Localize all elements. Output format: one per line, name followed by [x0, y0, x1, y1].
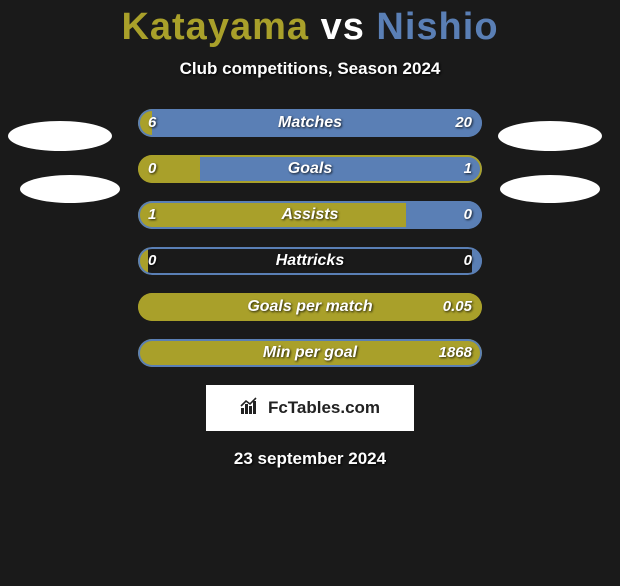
stat-row: Assists1 0 [138, 201, 482, 229]
decorative-ellipse [8, 121, 112, 151]
title-player1: Katayama [121, 6, 309, 48]
stat-label: Matches [138, 109, 482, 137]
stat-label: Assists [138, 201, 482, 229]
decorative-ellipse [498, 121, 602, 151]
stat-value-right: 20 [455, 109, 472, 137]
stat-label: Min per goal [138, 339, 482, 367]
subtitle: Club competitions, Season 2024 [0, 59, 620, 79]
stat-value-left: 6 [148, 109, 156, 137]
footer-badge: FcTables.com [206, 385, 414, 431]
stat-value-right: 0 [464, 247, 472, 275]
barchart-icon [240, 396, 262, 421]
decorative-ellipse [500, 175, 600, 203]
stat-value-right: 1868 [439, 339, 472, 367]
stat-label: Goals per match [138, 293, 482, 321]
stats-area: Matches620Goals01Assists10Hattricks00Goa… [0, 109, 620, 367]
title-vs: vs [321, 6, 365, 48]
stat-value-right: 1 [464, 155, 472, 183]
stat-row: Matches6 20 [138, 109, 482, 137]
stat-row: Goals per match0.05 [138, 293, 482, 321]
date-label: 23 september 2024 [0, 449, 620, 469]
title-player2: Nishio [376, 6, 498, 48]
stat-value-right: 0 [464, 201, 472, 229]
footer-brand: FcTables.com [268, 398, 380, 418]
stat-row: Goals0 1 [138, 155, 482, 183]
stat-value-left: 1 [148, 201, 156, 229]
stat-label: Hattricks [138, 247, 482, 275]
stat-label: Goals [138, 155, 482, 183]
page-title: Katayama vs Nishio [0, 6, 620, 49]
stat-value-left: 0 [148, 247, 156, 275]
stat-value-right: 0.05 [443, 293, 472, 321]
stat-value-left: 0 [148, 155, 156, 183]
decorative-ellipse [20, 175, 120, 203]
stat-row: Min per goal1868 [138, 339, 482, 367]
stat-row: Hattricks0 0 [138, 247, 482, 275]
